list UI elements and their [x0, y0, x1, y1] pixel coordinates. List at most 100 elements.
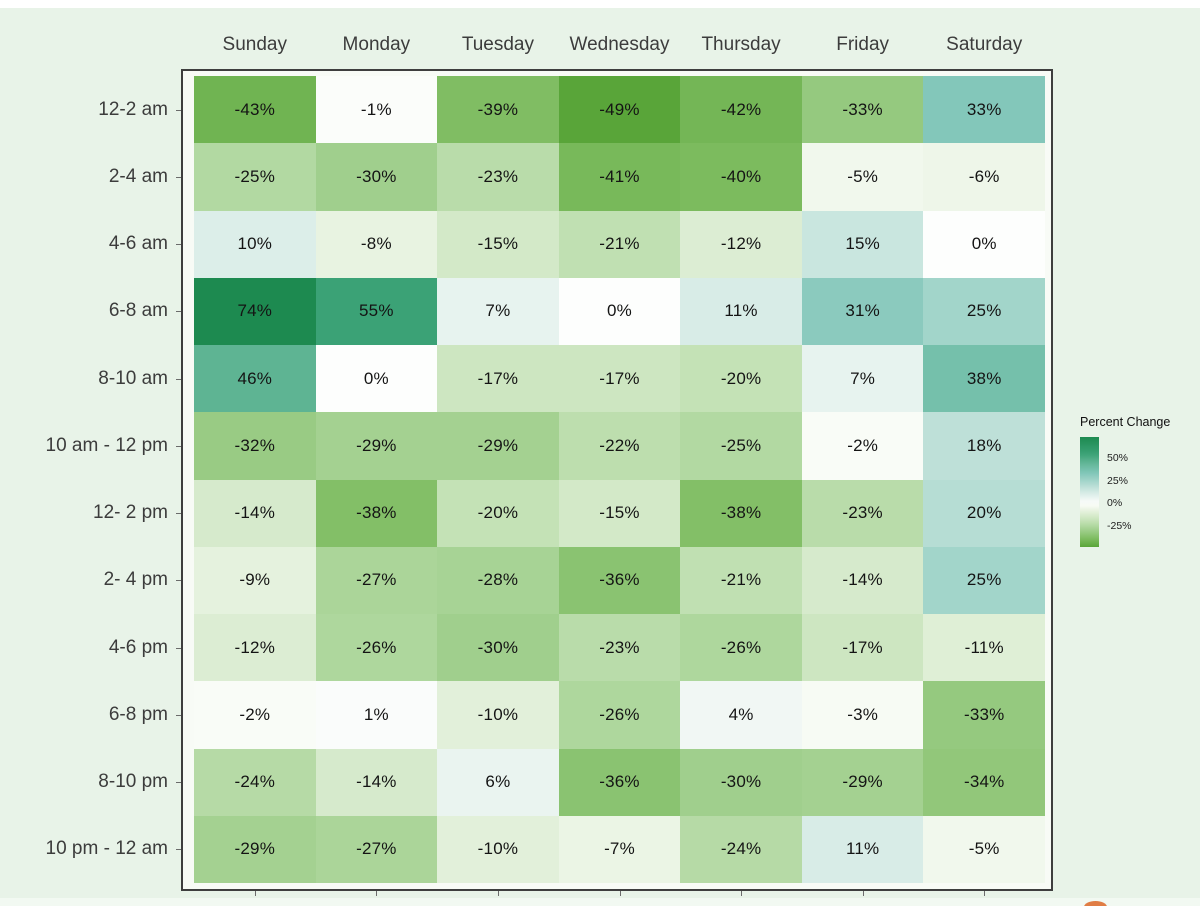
row-label: 12- 2 pm: [93, 502, 168, 524]
heatmap-cell: -9%: [194, 546, 316, 614]
heatmap-cell: -20%: [680, 345, 802, 413]
heatmap-cell: -14%: [315, 748, 438, 816]
heatmap-cell: -23%: [437, 143, 559, 211]
heatmap-cell: 31%: [801, 277, 924, 345]
heatmap-cell: 38%: [923, 345, 1045, 413]
heatmap-cell: 20%: [923, 479, 1045, 547]
heatmap-cell: -23%: [801, 479, 924, 547]
col-header-thursday: Thursday: [701, 34, 781, 55]
y-axis-tick: [176, 647, 181, 649]
y-axis-tick: [176, 513, 181, 515]
heatmap-cell: -28%: [437, 546, 559, 614]
heatmap-cell: 1%: [315, 681, 438, 749]
col-header-sunday: Sunday: [222, 34, 287, 55]
heatmap-cell: -25%: [680, 412, 802, 480]
row-label: 2-4 am: [108, 165, 168, 187]
heatmap-cell: -7%: [558, 815, 681, 883]
bottom-margin-strip: [0, 898, 1200, 906]
heatmap-cell: -38%: [680, 479, 802, 547]
x-axis-tick: [984, 891, 986, 896]
heatmap-cell: -32%: [194, 412, 316, 480]
heatmap-cell: -33%: [923, 681, 1045, 749]
col-header-saturday: Saturday: [946, 34, 1023, 55]
heatmap-cell: -29%: [194, 815, 316, 883]
heatmap-cell: -26%: [315, 614, 438, 682]
y-axis-tick: [176, 244, 181, 246]
heatmap-panel: -43% -1% -39% -49% -42% -33% 33% -25% -30% -23% -4…: [181, 69, 1053, 891]
heatmap-cell: -3%: [801, 681, 924, 749]
row-label: 6-8 pm: [108, 703, 168, 725]
legend-tick-label: 50%: [1107, 452, 1129, 465]
heatmap-cell: -22%: [558, 412, 681, 480]
legend-gradient-bar: [1080, 437, 1099, 547]
heatmap-cell: -23%: [558, 614, 681, 682]
legend-tick-label: -25%: [1107, 519, 1132, 532]
heatmap-cell: -41%: [558, 143, 681, 211]
y-axis-tick: [176, 580, 181, 582]
heatmap-cell: -24%: [680, 815, 802, 883]
heatmap-cell: -21%: [558, 210, 681, 278]
row-label: 4-6 pm: [108, 636, 168, 658]
heatmap-cell: -20%: [437, 479, 559, 547]
heatmap-cell: -29%: [801, 748, 924, 816]
y-axis-tick: [176, 849, 181, 851]
heatmap-cell: -30%: [315, 143, 438, 211]
heatmap-cell: -39%: [437, 76, 559, 144]
y-axis-tick: [176, 445, 181, 447]
heatmap-cell: -33%: [801, 76, 924, 144]
heatmap-cell: -25%: [194, 143, 316, 211]
heatmap-cell: -36%: [558, 748, 681, 816]
heatmap-cell: -11%: [923, 614, 1045, 682]
heatmap-cell: 25%: [923, 277, 1045, 345]
x-axis-day-labels: Sunday Monday Tuesday Wednesday Thursday Frid…: [194, 30, 1045, 60]
heatmap-cell: -27%: [315, 815, 438, 883]
heatmap-cell: -40%: [680, 143, 802, 211]
heatmap-cell: -17%: [801, 614, 924, 682]
heatmap-tiles: -43% -1% -39% -49% -42% -33% 33% -25% -30% -23% -4…: [194, 76, 1045, 883]
heatmap-cell: 15%: [801, 210, 924, 278]
heatmap-cell: 33%: [923, 76, 1045, 144]
heatmap-cell: 18%: [923, 412, 1045, 480]
heatmap-cell: 25%: [923, 546, 1045, 614]
heatmap-cell: -26%: [558, 681, 681, 749]
heatmap-cell: -14%: [801, 546, 924, 614]
heatmap-cell: 0%: [558, 277, 681, 345]
heatmap-cell: -6%: [923, 143, 1045, 211]
heatmap-cell: -10%: [437, 815, 559, 883]
x-axis-tick: [497, 891, 499, 896]
heatmap-cell: -30%: [680, 748, 802, 816]
x-axis-tick: [376, 891, 378, 896]
heatmap-cell: -8%: [315, 210, 438, 278]
x-axis-tick: [741, 891, 743, 896]
y-axis-tick: [176, 378, 181, 380]
heatmap-cell: 10%: [194, 210, 316, 278]
heatmap-cell: -26%: [680, 614, 802, 682]
legend-title: Percent Change: [1080, 415, 1171, 429]
row-label: 6-8 am: [108, 300, 168, 322]
heatmap-cell: 6%: [437, 748, 559, 816]
row-label: 10 pm - 12 am: [45, 838, 169, 860]
row-label: 12-2 am: [98, 98, 168, 120]
heatmap-cell: -27%: [315, 546, 438, 614]
color-legend: Percent Change 50% 25% 0% -25%: [1080, 415, 1198, 575]
col-header-tuesday: Tuesday: [461, 34, 534, 55]
heatmap-cell: -5%: [923, 815, 1045, 883]
heatmap-cell: 7%: [437, 277, 559, 345]
heatmap-cell: 4%: [680, 681, 802, 749]
heatmap-cell: -12%: [680, 210, 802, 278]
heatmap-cell: -17%: [437, 345, 559, 413]
col-header-friday: Friday: [836, 34, 890, 55]
heatmap-cell: -2%: [194, 681, 316, 749]
heatmap-cell: -2%: [801, 412, 924, 480]
heatmap-cell: -49%: [558, 76, 681, 144]
heatmap-cell: 0%: [923, 210, 1045, 278]
row-label: 8-10 am: [98, 367, 168, 389]
heatmap-cell: -34%: [923, 748, 1045, 816]
heatmap-cell: -43%: [194, 76, 316, 144]
x-axis-tick: [254, 891, 256, 896]
heatmap-cell: 7%: [801, 345, 924, 413]
heatmap-cell: 46%: [194, 345, 316, 413]
row-label: 4-6 am: [108, 233, 168, 255]
heatmap-cell: -42%: [680, 76, 802, 144]
